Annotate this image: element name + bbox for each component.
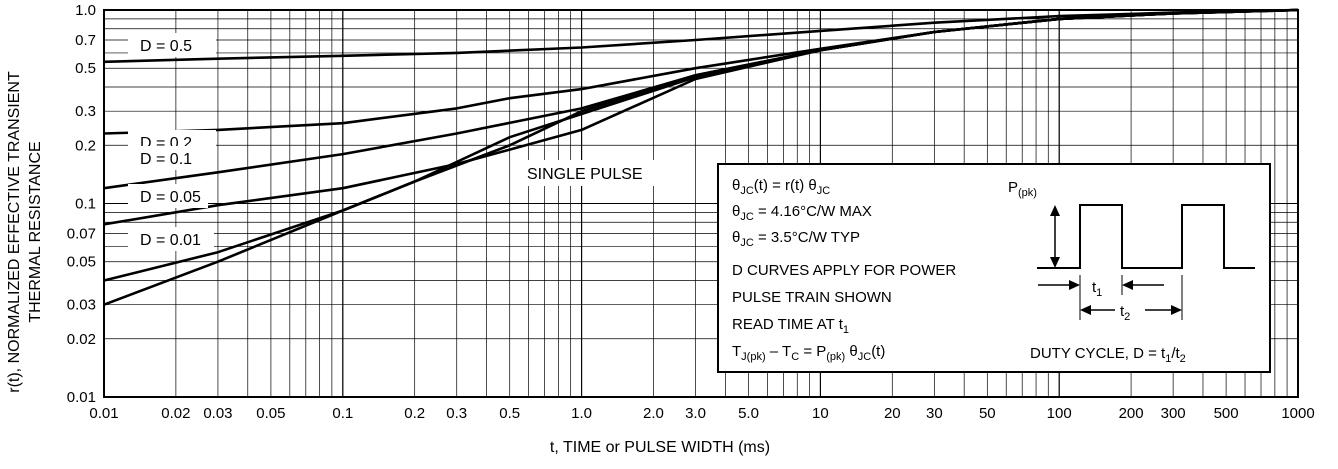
series-label-d005: D = 0.05 xyxy=(140,189,201,206)
y-tick-label: 0.07 xyxy=(67,225,96,242)
y-tick-label: 0.03 xyxy=(67,297,96,314)
box-line-7: TJ(pk) – TC = P(pk) θJC(t) xyxy=(732,343,885,363)
x-tick-label: 0.1 xyxy=(332,405,353,422)
curves xyxy=(103,8,1299,306)
pulse-waveform xyxy=(1037,204,1255,269)
series-label-d01: D = 0.1 xyxy=(140,151,192,168)
y-tick-labels: 1.0 0.7 0.5 0.3 0.2 0.1 0.07 0.05 0.03 0.02 0.01 xyxy=(67,2,96,406)
x-tick-labels: 0.01 0.02 0.03 0.05 0.1 0.2 0.3 0.5 1.0 2.0 3.0 5.0… xyxy=(89,405,1314,422)
single-pulse-label: SINGLE PULSE xyxy=(527,166,643,183)
box-eq-2: θJC = 4.16°C/W MAX xyxy=(732,203,872,223)
series-line-2 xyxy=(103,8,1299,190)
x-tick-label: 0.3 xyxy=(446,405,467,422)
x-tick-label: 1.0 xyxy=(571,405,592,422)
box-line-4: D CURVES APPLY FOR POWER xyxy=(732,262,956,279)
pulse-train-diagram: P(pk) t1 t2 DUT xyxy=(1008,179,1255,365)
x-tick-label: 20 xyxy=(884,405,901,422)
x-tick-label: 50 xyxy=(979,405,996,422)
curve-labels: D = 0.5 D = 0.2 D = 0.1 D = 0.05 D = 0.0… xyxy=(128,33,656,251)
y-tick-label: 0.02 xyxy=(67,331,96,348)
t2-label: t2 xyxy=(1120,303,1130,323)
y-tick-label: 0.2 xyxy=(75,137,96,154)
series-line-5 xyxy=(103,8,1299,306)
y-axis-title-line1: r(t), NORMALIZED EFFECTIVE TRANSIENT xyxy=(6,71,23,393)
box-line-5: PULSE TRAIN SHOWN xyxy=(732,289,892,306)
duty-cycle-label: DUTY CYCLE, D = t1/t2 xyxy=(1030,345,1186,365)
y-axis-title-line2: THERMAL RESISTANCE xyxy=(27,141,44,322)
x-tick-label: 0.05 xyxy=(256,405,285,422)
x-tick-label: 30 xyxy=(926,405,943,422)
plot-frame xyxy=(103,9,1299,398)
x-tick-label: 1000 xyxy=(1281,405,1314,422)
y-tick-label: 0.3 xyxy=(75,103,96,120)
series-label-d001: D = 0.01 xyxy=(140,232,201,249)
y-tick-label: 1.0 xyxy=(75,2,96,19)
box-eq-3: θJC = 3.5°C/W TYP xyxy=(732,229,860,249)
x-tick-label: 300 xyxy=(1161,405,1186,422)
x-tick-label: 10 xyxy=(812,405,829,422)
x-tick-label: 500 xyxy=(1214,405,1239,422)
x-tick-label: 100 xyxy=(1047,405,1072,422)
x-tick-label: 200 xyxy=(1119,405,1144,422)
y-tick-label: 0.5 xyxy=(75,60,96,77)
x-tick-label: 2.0 xyxy=(643,405,664,422)
y-tick-label: 0.1 xyxy=(75,196,96,213)
x-tick-label: 0.02 xyxy=(161,405,190,422)
x-tick-label: 0.2 xyxy=(404,405,425,422)
x-tick-label: 5.0 xyxy=(738,405,759,422)
box-eq-1: θJC(t) = r(t) θJC xyxy=(732,177,830,197)
x-tick-label: 0.5 xyxy=(499,405,520,422)
x-tick-label: 3.0 xyxy=(685,405,706,422)
y-tick-label: 0.7 xyxy=(75,32,96,49)
box-line-6: READ TIME AT t1 xyxy=(732,316,849,336)
ppk-label: P(pk) xyxy=(1008,179,1037,199)
x-axis-title: t, TIME or PULSE WIDTH (ms) xyxy=(550,439,770,456)
t1-label: t1 xyxy=(1092,279,1102,299)
x-tick-label: 0.03 xyxy=(203,405,232,422)
series-line-0 xyxy=(103,8,1299,64)
y-tick-label: 0.05 xyxy=(67,254,96,271)
series-label-d05: D = 0.5 xyxy=(140,38,192,55)
info-box: θJC(t) = r(t) θJC θJC = 4.16°C/W MAX θJC… xyxy=(717,163,1271,373)
y-tick-label: 0.01 xyxy=(67,389,96,406)
x-tick-label: 0.01 xyxy=(89,405,118,422)
